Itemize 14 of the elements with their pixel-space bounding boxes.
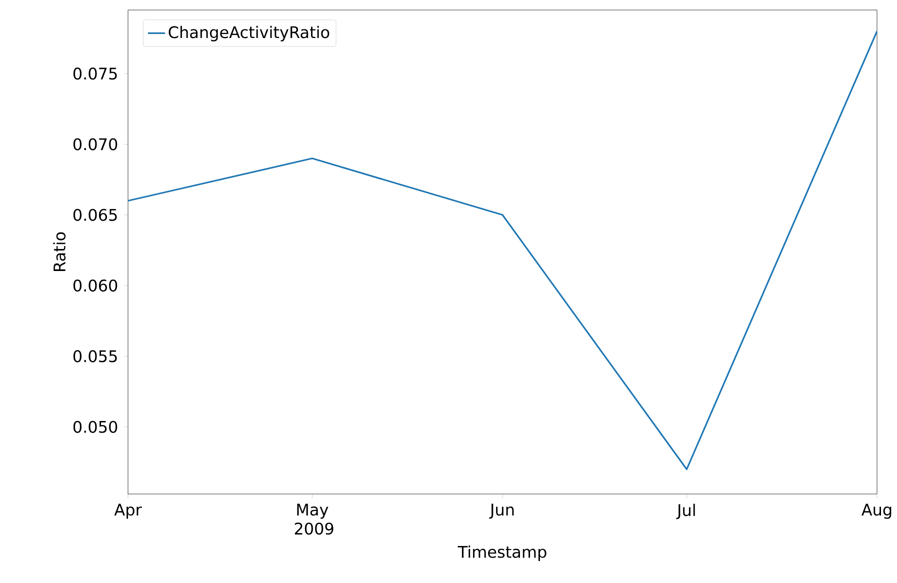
x-axis-title: Timestamp bbox=[458, 546, 546, 562]
x-tick-label: Aug bbox=[862, 504, 892, 519]
x-tick-label: May 2009 bbox=[294, 504, 334, 535]
x-tick-label: Apr bbox=[114, 504, 142, 519]
y-tick-label: 0.050 bbox=[73, 420, 118, 433]
y-tick-label: 0.065 bbox=[73, 208, 117, 221]
x-tick-label: Jul bbox=[676, 504, 695, 520]
y-tick-label: 0.055 bbox=[73, 350, 117, 362]
y-tick-label: 0.070 bbox=[73, 138, 118, 150]
y-axis-title: Ratio bbox=[53, 232, 66, 271]
x-tick-label: Jun bbox=[489, 504, 514, 519]
y-tick-label: 0.060 bbox=[73, 280, 118, 292]
y-tick-label: 0.075 bbox=[73, 68, 117, 80]
legend-label: ChangeActivityRatio bbox=[168, 26, 330, 42]
